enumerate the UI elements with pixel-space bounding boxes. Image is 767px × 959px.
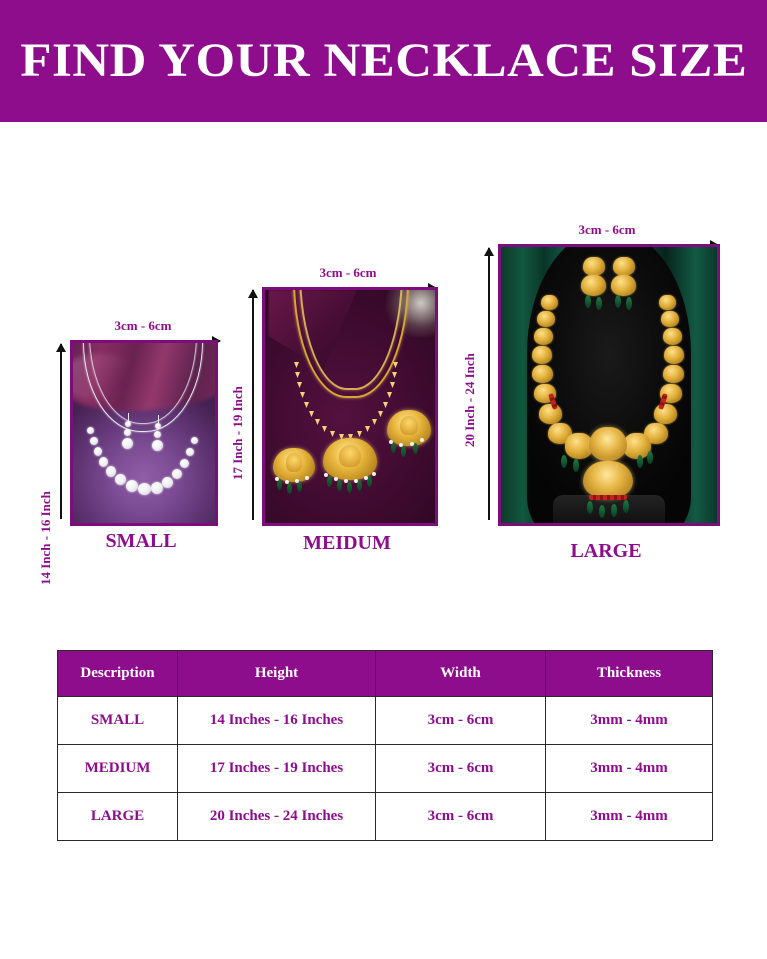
large-height-caption: 20 Inch - 24 Inch [462,353,477,447]
row-small-thickness: 3mm - 4mm [545,696,713,745]
small-height-caption: 14 Inch - 16 Inch [38,491,53,585]
size-table-wrapper: Description Height Width Thickness SMALL… [57,650,713,841]
row-medium-width: 3cm - 6cm [375,744,546,793]
small-photo-frame [70,340,218,526]
page-title: FIND YOUR NECKLACE SIZE [20,34,747,87]
large-height-arrow [484,247,494,520]
header-banner: FIND YOUR NECKLACE SIZE [0,0,767,122]
small-height-arrow [56,343,66,519]
table-header-width: Width [375,650,546,697]
medium-height-caption: 17 Inch - 19 Inch [230,386,245,480]
row-large-thickness: 3mm - 4mm [545,792,713,841]
row-small-description: SMALL [57,696,178,745]
row-medium-thickness: 3mm - 4mm [545,744,713,793]
row-small-height: 14 Inches - 16 Inches [177,696,376,745]
row-small-width: 3cm - 6cm [375,696,546,745]
table-row: LARGE 20 Inches - 24 Inches 3cm - 6cm 3m… [57,792,713,841]
medium-width-caption: 3cm - 6cm [319,265,377,280]
large-width-caption: 3cm - 6cm [578,222,636,237]
row-large-height: 20 Inches - 24 Inches [177,792,376,841]
small-necklace-photo [73,343,215,523]
row-large-width: 3cm - 6cm [375,792,546,841]
medium-necklace-photo [265,290,435,523]
size-cards-section: 3cm - 6cm 14 Inch - 16 Inch [0,122,767,622]
table-header-height: Height [177,650,376,697]
table-header-description: Description [57,650,178,697]
table-header-thickness: Thickness [545,650,713,697]
medium-size-label: MEIDUM [303,532,391,554]
table-row: SMALL 14 Inches - 16 Inches 3cm - 6cm 3m… [57,696,713,745]
size-table: Description Height Width Thickness SMALL… [57,650,713,841]
medium-height-arrow [248,289,258,520]
large-size-label: LARGE [570,540,642,562]
large-photo-frame [498,244,720,526]
row-medium-height: 17 Inches - 19 Inches [177,744,376,793]
medium-photo-frame [262,287,438,526]
large-necklace-photo [501,247,717,523]
row-medium-description: MEDIUM [57,744,178,793]
table-header-row: Description Height Width Thickness [57,650,713,697]
table-row: MEDIUM 17 Inches - 19 Inches 3cm - 6cm 3… [57,744,713,793]
row-large-description: LARGE [57,792,178,841]
small-size-label: SMALL [105,530,177,552]
small-width-caption: 3cm - 6cm [114,318,172,333]
